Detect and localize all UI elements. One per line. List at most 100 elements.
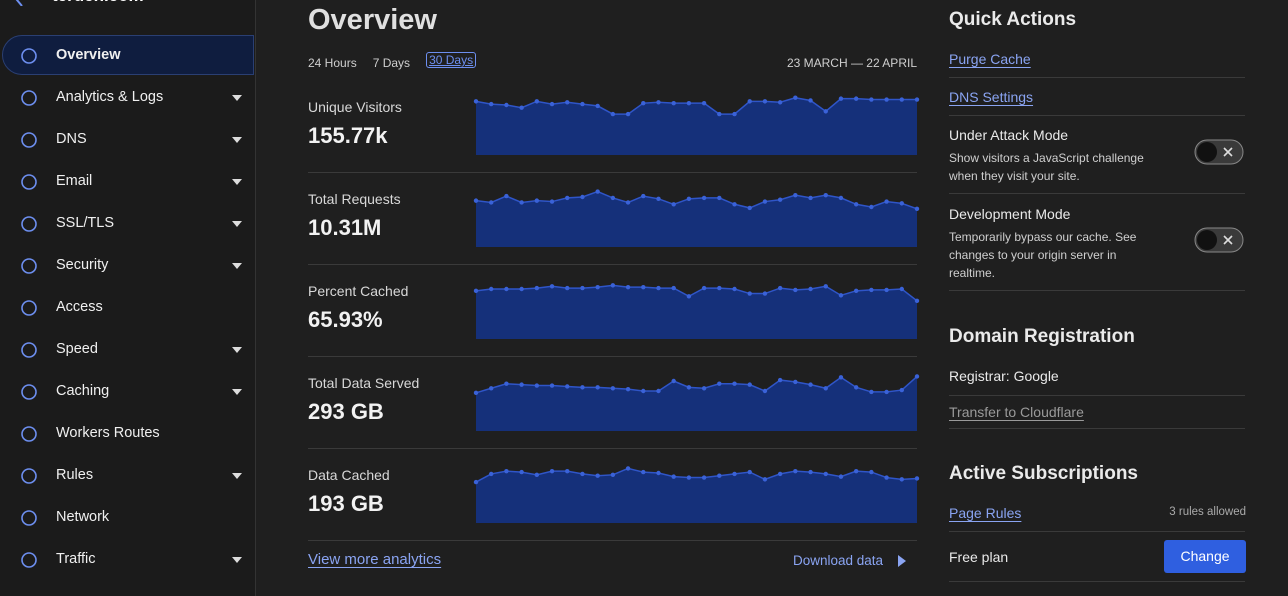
- sparkline-point: [762, 477, 768, 482]
- sparkline-point: [823, 386, 828, 391]
- download-link[interactable]: Download data: [793, 552, 884, 568]
- transfer-link[interactable]: Transfer to Cloudflare: [949, 403, 1084, 420]
- metric-label: Data Cached: [308, 466, 390, 483]
- sparkline-point: [595, 284, 600, 290]
- sparkline-point: [641, 284, 646, 290]
- range-option[interactable]: 30 Days: [426, 52, 477, 69]
- separator: [949, 290, 1245, 291]
- sparkline-point: [686, 475, 692, 480]
- sparkline-point: [519, 105, 524, 110]
- sparkline-point: [793, 379, 798, 385]
- nav-icon: [21, 174, 37, 190]
- sparkline-point: [656, 470, 661, 476]
- toggle-description: changes to your origin server in: [949, 247, 1117, 262]
- sparkline-point: [671, 285, 676, 291]
- action-link[interactable]: Purge Cache: [949, 50, 1031, 67]
- caret: [232, 347, 242, 353]
- separator: [949, 531, 1245, 532]
- sparkline-point: [762, 291, 768, 296]
- sparkline-point: [686, 100, 692, 106]
- view-more-link[interactable]: View more analytics: [308, 551, 442, 568]
- sparkline-point: [580, 101, 585, 107]
- dropdown-caret[interactable]: [232, 263, 242, 269]
- dropdown-caret[interactable]: [232, 347, 242, 353]
- sparkline-point: [884, 97, 889, 102]
- icon-shape: [21, 384, 37, 400]
- sparkline-point: [549, 199, 555, 204]
- download-arrow[interactable]: [898, 555, 906, 567]
- nav-icon: [21, 510, 37, 526]
- dropdown-caret[interactable]: [232, 557, 242, 563]
- sparkline-point: [610, 472, 616, 478]
- sparkline-point: [717, 381, 722, 386]
- sparkline-area: [476, 191, 917, 247]
- nav-item[interactable]: DNS: [56, 131, 87, 148]
- nav-item[interactable]: Traffic: [56, 551, 96, 568]
- sparkline-point: [641, 100, 646, 106]
- nav-item[interactable]: SSL/TLS: [56, 215, 115, 232]
- nav-item[interactable]: Network: [56, 509, 110, 526]
- dropdown-caret[interactable]: [232, 179, 242, 185]
- range-option[interactable]: 24 Hours: [308, 55, 357, 70]
- page-rules-link[interactable]: Page Rules: [949, 504, 1022, 521]
- nav-item[interactable]: Overview: [56, 47, 121, 64]
- sparkline-point: [671, 202, 676, 207]
- action-link[interactable]: DNS Settings: [949, 88, 1034, 105]
- sparkline-point: [747, 205, 752, 211]
- sparkline-point: [473, 198, 479, 203]
- icon-shape: [21, 90, 37, 106]
- sparkline-point: [656, 285, 661, 291]
- change-button[interactable]: Change: [1164, 540, 1246, 573]
- nav-item[interactable]: Rules: [56, 467, 94, 484]
- nav-icon: [21, 300, 37, 316]
- dropdown-caret[interactable]: [232, 473, 242, 479]
- dropdown-caret[interactable]: [232, 389, 242, 395]
- sparkline-point: [747, 382, 752, 387]
- back-icon[interactable]: [14, 0, 26, 6]
- sparkline-point: [565, 285, 570, 291]
- sparkline-point: [869, 287, 874, 293]
- section-title: Quick Actions: [949, 8, 1077, 30]
- sparkline-point: [747, 99, 752, 104]
- nav-item[interactable]: Access: [56, 299, 103, 316]
- nav-icon: [21, 258, 37, 274]
- toggle-title: Under Attack Mode: [949, 126, 1069, 143]
- nav-item[interactable]: Analytics & Logs: [56, 89, 164, 106]
- nav-item[interactable]: Email: [56, 173, 93, 190]
- dropdown-caret[interactable]: [232, 137, 242, 143]
- toggle-switch[interactable]: [1194, 227, 1244, 253]
- nav-item[interactable]: Speed: [56, 341, 98, 358]
- sparkline-point: [641, 469, 646, 475]
- arrow: [898, 555, 906, 567]
- section-title: Active Subscriptions: [949, 462, 1138, 484]
- caret: [232, 221, 242, 227]
- toggle-x: [1223, 147, 1233, 157]
- sparkline-point: [762, 388, 768, 394]
- caret: [232, 137, 242, 143]
- sparkline-point: [473, 479, 479, 485]
- metric-label: Unique Visitors: [308, 98, 402, 115]
- icon-shape: [21, 258, 37, 274]
- range-option[interactable]: 7 Days: [372, 55, 411, 70]
- sparkline-point: [914, 206, 920, 212]
- sparkline-point: [914, 97, 920, 102]
- nav-item[interactable]: Workers Routes: [56, 425, 160, 442]
- toggle-description: Show visitors a JavaScript challenge: [949, 150, 1144, 165]
- page-title: Overview: [308, 3, 437, 36]
- nav-icon: [21, 552, 37, 568]
- nav-item[interactable]: Security: [56, 257, 109, 274]
- toggle-switch[interactable]: [1194, 139, 1244, 165]
- sparkline-point: [777, 100, 783, 105]
- sparkline-line: [475, 284, 918, 302]
- dropdown-caret[interactable]: [232, 95, 242, 101]
- separator: [308, 264, 917, 265]
- sparkline-point: [732, 471, 737, 477]
- nav-icon: [21, 426, 37, 442]
- dropdown-caret[interactable]: [232, 221, 242, 227]
- sparkline-point: [869, 97, 874, 102]
- sparkline-point: [793, 192, 798, 198]
- caret: [232, 557, 242, 563]
- sparkline-point: [869, 389, 874, 395]
- nav-item[interactable]: Caching: [56, 383, 110, 400]
- sparkline-line: [475, 96, 917, 115]
